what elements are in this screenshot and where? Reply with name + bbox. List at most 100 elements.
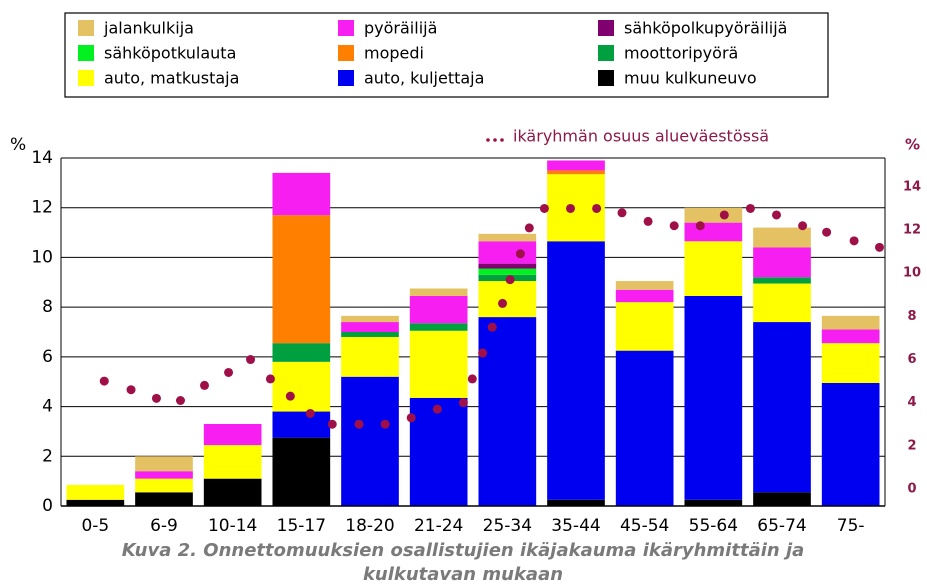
x-tick-label: 18-20 — [345, 516, 394, 536]
legend-label: sähköpolkupyöräilijä — [624, 19, 787, 38]
population-dot — [539, 203, 549, 213]
population-dot — [354, 419, 364, 429]
bar-segment — [135, 478, 193, 493]
bar-segment — [341, 376, 399, 506]
bar-segment — [135, 456, 193, 472]
x-tick-label: 55-64 — [689, 516, 738, 536]
y2-tick-label: 10 — [903, 266, 921, 281]
legend-swatch — [78, 20, 94, 36]
bar-segment — [547, 241, 605, 500]
bar-segment — [753, 492, 811, 506]
y-tick-label: 4 — [42, 397, 53, 417]
bar-segment — [753, 227, 811, 248]
bar-segment — [615, 289, 674, 303]
bar-segment — [272, 172, 331, 216]
bar-segment — [272, 215, 331, 344]
y-tick-label: 10 — [31, 247, 53, 267]
population-dot — [772, 210, 782, 220]
bar-segment — [615, 281, 674, 290]
legend-label: pyöräilijä — [364, 19, 437, 38]
population-dot — [487, 322, 497, 332]
bar-segment — [547, 160, 605, 171]
y-tick-label: 0 — [42, 496, 53, 516]
y-axis-label: % — [10, 135, 26, 155]
x-tick-label: 45-54 — [620, 516, 669, 536]
bar-segment — [684, 499, 743, 506]
population-dot — [126, 385, 136, 395]
y-tick-label: 14 — [31, 148, 53, 168]
legend-swatch — [598, 20, 614, 36]
population-dot — [498, 298, 508, 308]
legend-label: moottoripyörä — [624, 44, 738, 63]
bar-segment — [684, 207, 743, 223]
x-tick-label: 6-9 — [150, 516, 178, 536]
population-dot — [305, 408, 315, 418]
x-tick-label: 35-44 — [551, 516, 600, 536]
bar-segment — [135, 471, 193, 479]
x-tick-label: 21-24 — [414, 516, 463, 536]
y2-tick-label: 0 — [907, 481, 916, 496]
bar-segment — [409, 288, 468, 296]
legend-label: jalankulkija — [103, 19, 194, 38]
population-dot — [669, 221, 679, 231]
legend-swatch — [598, 70, 614, 86]
bar-segment — [135, 492, 193, 506]
population-dot — [458, 398, 468, 408]
y2-tick-label: 4 — [907, 395, 916, 410]
bar-segment — [684, 295, 743, 500]
bar-segment — [821, 329, 880, 344]
caption: Kuva 2. Onnettomuuksien osallistujien ik… — [122, 540, 805, 561]
population-dot — [478, 348, 488, 358]
legend-box — [64, 12, 829, 98]
bar-segment — [272, 343, 331, 362]
bar-segment — [341, 315, 399, 323]
population-dot — [875, 242, 885, 252]
bar-segment — [821, 382, 880, 506]
bar-segment — [684, 222, 743, 242]
population-dot — [246, 355, 256, 365]
x-tick-label: 25-34 — [483, 516, 532, 536]
population-dot — [617, 208, 627, 218]
x-tick-label: 75- — [837, 516, 865, 536]
bar-segment — [272, 437, 331, 506]
bar-segment — [203, 423, 262, 446]
bar-segment — [203, 478, 262, 506]
y2-axis-label: % — [905, 136, 920, 154]
legend-swatch — [78, 70, 94, 86]
legend-swatch — [338, 20, 354, 36]
population-dot — [643, 216, 653, 226]
bar-segment — [478, 281, 537, 318]
y-tick-label: 8 — [42, 297, 53, 317]
bar-segment — [615, 350, 674, 506]
legend-swatch — [598, 45, 614, 61]
bar-segment — [478, 268, 537, 275]
bar-segment — [684, 241, 743, 296]
caption: kulkutavan mukaan — [363, 564, 563, 585]
dot-legend-marker — [486, 138, 504, 142]
legend-swatch — [338, 45, 354, 61]
population-dot — [467, 374, 477, 384]
x-tick-label: 10-14 — [208, 516, 257, 536]
dot-legend-label: ikäryhmän osuus alueväestössä — [513, 127, 769, 146]
bar-segment — [66, 484, 125, 500]
y2-tick-label: 6 — [907, 352, 916, 367]
bar-segment — [478, 241, 537, 264]
y-tick-label: 12 — [31, 198, 53, 218]
population-dot — [695, 221, 705, 231]
population-dot — [719, 210, 729, 220]
bar-segment — [821, 315, 880, 330]
legend-swatch — [78, 45, 94, 61]
bar-segment — [547, 499, 605, 506]
x-tick-label: 15-17 — [277, 516, 326, 536]
bar-segment — [547, 170, 605, 175]
bar-segment — [753, 322, 811, 493]
bar-segment — [272, 361, 331, 412]
population-dot — [327, 419, 337, 429]
population-dot — [200, 380, 210, 390]
bar-segment — [478, 233, 537, 242]
bar-segment — [409, 323, 468, 331]
bar-segment — [341, 332, 399, 337]
population-dot — [406, 413, 416, 423]
legend-label: sähköpotkulauta — [104, 44, 236, 63]
